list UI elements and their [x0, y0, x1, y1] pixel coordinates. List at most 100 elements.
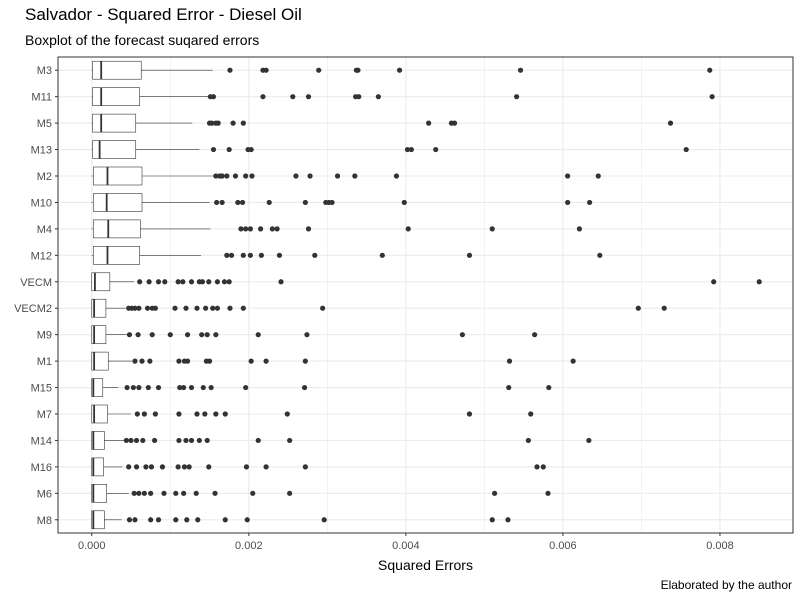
outlier-point	[214, 305, 221, 311]
outlier-point	[181, 384, 187, 391]
outlier-point	[213, 332, 219, 338]
outlier-point	[210, 146, 217, 153]
y-tick-label: M15	[31, 383, 52, 395]
y-tick-label: M11	[31, 92, 52, 104]
outlier-point	[181, 464, 188, 470]
major-gridlines-x	[91, 57, 721, 533]
outlier-point	[711, 279, 717, 285]
outlier-point	[570, 358, 576, 364]
outlier-point	[408, 146, 414, 153]
box	[91, 325, 107, 344]
outlier-point	[466, 411, 473, 417]
outlier-point	[202, 411, 208, 417]
outlier-point	[240, 120, 246, 126]
outlier-point	[204, 332, 210, 338]
outlier-point	[155, 517, 162, 523]
outlier-point	[155, 279, 162, 285]
outlier-point	[528, 411, 534, 417]
outlier-point	[128, 437, 134, 444]
x-tick-label: 0.008	[706, 540, 734, 552]
outlier-point	[244, 517, 250, 523]
outlier-point	[379, 252, 385, 258]
outlier-point	[305, 226, 312, 232]
outlier-point	[540, 464, 546, 470]
x-tick-label: 0.002	[235, 540, 263, 552]
outlier-point	[635, 305, 641, 311]
outlier-point	[247, 252, 253, 258]
outlier-point	[290, 94, 296, 100]
outlier-point	[126, 464, 132, 470]
x-tick-label: 0.006	[549, 540, 577, 552]
y-tick-label: VECM2	[14, 303, 52, 315]
outlier-point	[137, 279, 143, 285]
outlier-point	[667, 120, 674, 126]
y-tick-label: M9	[37, 330, 52, 342]
box-group-vecm2	[91, 298, 667, 318]
outlier-point	[517, 67, 524, 73]
box-group-m5	[91, 113, 674, 133]
outlier-point	[175, 279, 181, 285]
outlier-point	[221, 279, 228, 285]
box	[91, 404, 108, 424]
outlier-point	[466, 252, 473, 258]
outlier-point	[141, 490, 147, 496]
outlier-point	[396, 67, 403, 73]
outlier-point	[565, 173, 571, 179]
chart-subtitle: Boxplot of the forecast suqared errors	[25, 32, 260, 48]
outlier-point	[307, 173, 313, 179]
outlier-point	[433, 146, 439, 153]
y-tick-label: M4	[37, 224, 52, 236]
box-group-m13	[91, 140, 689, 159]
outlier-point	[219, 199, 225, 206]
outlier-point	[136, 305, 142, 311]
box-group-m3	[91, 60, 713, 80]
box	[92, 140, 137, 159]
box	[92, 60, 142, 80]
outlier-point	[426, 120, 432, 126]
box-group-m15	[91, 378, 552, 397]
outlier-point	[393, 173, 400, 179]
outlier-point	[278, 279, 284, 285]
y-tick-label: M16	[31, 462, 52, 474]
outlier-point	[263, 358, 269, 364]
outlier-point	[226, 279, 232, 285]
box	[91, 510, 105, 530]
chart-title: Salvador - Squared Error - Diesel Oil	[25, 5, 302, 24]
outlier-point	[506, 358, 513, 364]
outlier-point	[534, 464, 540, 470]
outlier-point	[276, 252, 283, 258]
outlier-point	[258, 252, 264, 258]
outlier-point	[148, 464, 155, 470]
y-tick-label: M2	[37, 171, 52, 183]
outlier-point	[249, 173, 255, 179]
outlier-point	[213, 173, 219, 179]
outlier-point	[180, 279, 186, 285]
outlier-point	[143, 464, 149, 470]
outlier-point	[576, 226, 583, 232]
outlier-point	[159, 464, 166, 470]
outlier-point	[287, 490, 293, 496]
y-tick-label: M5	[37, 118, 52, 130]
box	[93, 193, 143, 212]
outlier-point	[284, 411, 290, 417]
outlier-point	[266, 199, 272, 206]
outlier-point	[210, 94, 217, 100]
outlier-point	[196, 437, 202, 444]
outlier-point	[222, 517, 228, 523]
outlier-point	[239, 199, 246, 206]
outlier-point	[204, 437, 210, 444]
outlier-point	[140, 437, 146, 444]
outlier-point	[320, 305, 326, 311]
outlier-point	[151, 437, 158, 444]
outlier-point	[155, 384, 162, 391]
box-group-m8	[91, 510, 511, 530]
outlier-point	[587, 199, 593, 206]
box-group-m4	[91, 219, 583, 239]
outlier-point	[260, 94, 266, 100]
box-group-m7	[91, 404, 534, 424]
box	[93, 166, 143, 186]
y-tick-label: M8	[37, 515, 52, 527]
outlier-point	[226, 146, 232, 153]
outlier-point	[250, 490, 256, 496]
outlier-point	[756, 279, 762, 285]
